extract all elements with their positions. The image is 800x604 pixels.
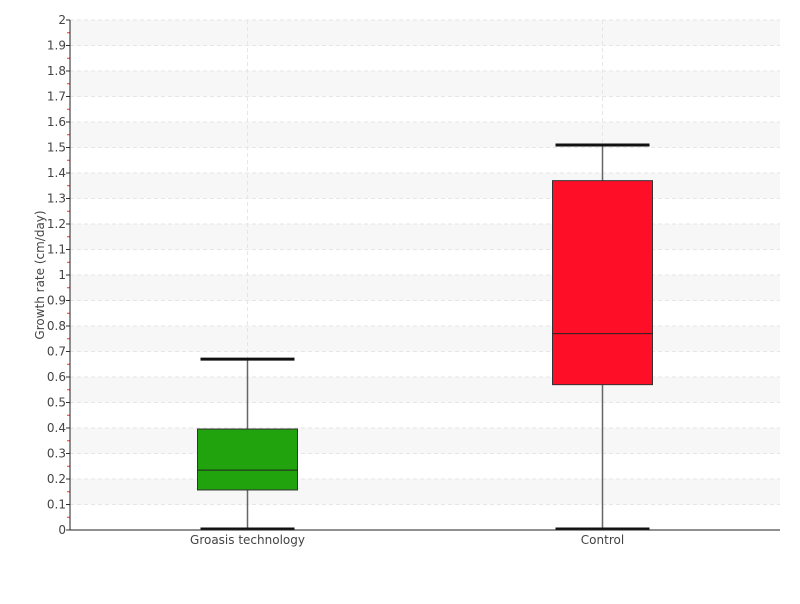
y-tick-label: 0.1 — [47, 498, 66, 512]
grid-band — [70, 224, 780, 250]
grid-band — [70, 479, 780, 505]
grid-band — [70, 275, 780, 301]
y-tick-label: 1.7 — [47, 90, 66, 104]
box — [197, 428, 298, 491]
y-tick-label: 0.4 — [47, 421, 66, 435]
y-tick-label: 0.8 — [47, 319, 66, 333]
grid-band — [70, 71, 780, 97]
y-tick-label: 0.3 — [47, 447, 66, 461]
y-tick-label: 0.5 — [47, 396, 66, 410]
y-tick-label: 2 — [58, 13, 66, 27]
y-tick-label: 1.9 — [47, 39, 66, 53]
x-tick-label: Groasis technology — [190, 533, 305, 547]
y-tick-label: 0.7 — [47, 345, 66, 359]
box — [552, 180, 653, 386]
y-tick-label: 1.3 — [47, 192, 66, 206]
y-tick-label: 0.9 — [47, 294, 66, 308]
y-tick-label: 1.4 — [47, 166, 66, 180]
y-tick-label: 1.6 — [47, 115, 66, 129]
grid-band — [70, 122, 780, 148]
y-tick-label: 1.8 — [47, 64, 66, 78]
y-tick-label: 1 — [58, 268, 66, 282]
y-tick-label: 1.2 — [47, 217, 66, 231]
y-tick-label: 1.1 — [47, 243, 66, 257]
y-tick-label: 0.2 — [47, 472, 66, 486]
y-tick-label: 1.5 — [47, 141, 66, 155]
x-tick-label: Control — [581, 533, 624, 547]
grid-band — [70, 20, 780, 46]
y-axis-label: Growth rate (cm/day) — [33, 210, 47, 339]
grid-band — [70, 377, 780, 403]
y-tick-label: 0 — [58, 523, 66, 537]
grid-band — [70, 428, 780, 454]
grid-band — [70, 326, 780, 352]
grid-band — [70, 173, 780, 199]
y-tick-label: 0.6 — [47, 370, 66, 384]
